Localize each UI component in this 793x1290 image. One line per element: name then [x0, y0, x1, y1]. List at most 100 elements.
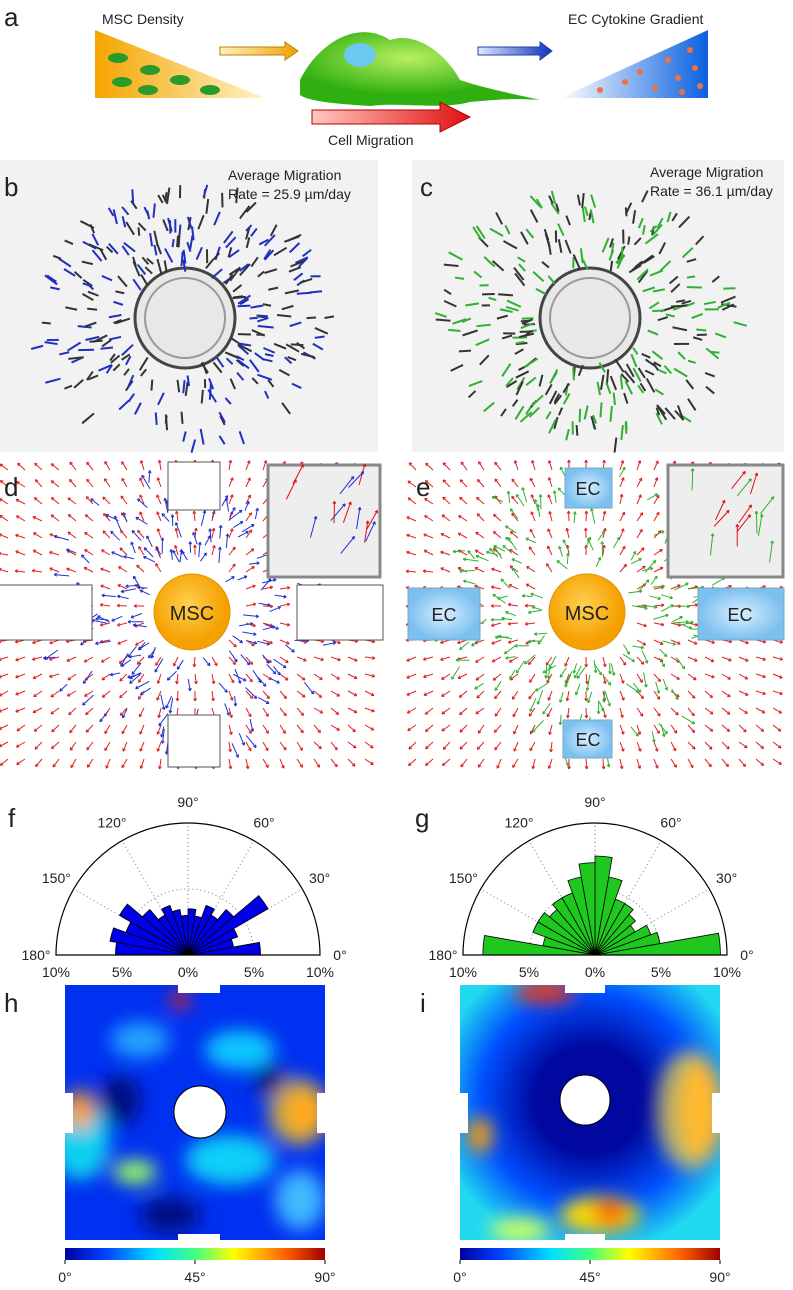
vector — [202, 657, 211, 667]
cell-track — [545, 411, 552, 420]
vector-head — [637, 731, 642, 735]
vector — [279, 758, 285, 769]
vector — [246, 640, 258, 644]
vector — [110, 672, 121, 676]
vector-head — [121, 730, 125, 735]
cell-track — [652, 223, 663, 236]
vector — [84, 549, 94, 556]
vector — [15, 534, 26, 539]
cell-track — [107, 207, 115, 217]
vector-head — [538, 494, 543, 498]
vector-head — [313, 516, 318, 520]
cell-track — [101, 339, 112, 348]
cell-track — [86, 282, 95, 291]
vector-head — [269, 640, 273, 645]
vector-head — [548, 510, 552, 515]
vector — [155, 656, 162, 666]
vector-head — [497, 634, 502, 639]
vector — [451, 666, 461, 680]
vector-head — [493, 545, 497, 550]
vector-head — [663, 653, 668, 658]
vector — [641, 650, 648, 664]
colorbar-ticks: 0° 45° 90° 0° 45° 90° — [58, 1260, 731, 1285]
cell-track — [296, 342, 306, 350]
cell-track — [152, 203, 156, 218]
cell-track — [435, 318, 451, 322]
vector-head — [281, 765, 285, 769]
vector — [176, 673, 179, 684]
vector — [15, 690, 26, 696]
vector-head — [512, 764, 516, 768]
vector-head — [300, 464, 304, 468]
vector-head — [423, 692, 427, 696]
vector — [229, 509, 243, 521]
vector — [157, 673, 162, 684]
vector-head — [139, 477, 143, 481]
vector-head — [101, 676, 105, 681]
cell-track — [632, 347, 639, 355]
vector-head — [33, 693, 37, 698]
vector-head — [146, 535, 150, 539]
vector — [101, 549, 111, 556]
vector-head — [35, 763, 39, 768]
vector-head — [33, 532, 37, 536]
cell-track — [501, 334, 513, 340]
cell-track — [281, 304, 294, 311]
vector — [721, 673, 731, 680]
vector — [174, 545, 179, 556]
vector — [219, 525, 222, 539]
vector-head — [640, 661, 645, 665]
vector — [670, 707, 679, 716]
vector-head — [104, 730, 108, 735]
vector — [120, 530, 128, 539]
vector-head — [119, 694, 123, 699]
vector-head — [494, 635, 499, 640]
panel-label: b — [4, 172, 18, 202]
cell-track — [289, 321, 302, 328]
vector — [228, 656, 236, 665]
vector-head — [728, 657, 732, 662]
vector — [526, 566, 536, 573]
vector-head — [660, 603, 665, 608]
vector — [755, 673, 766, 678]
vector — [102, 496, 111, 505]
cell-track — [224, 273, 234, 285]
vector — [330, 690, 340, 697]
vector-head — [779, 640, 784, 644]
vector-head — [82, 680, 87, 684]
vector-head — [567, 766, 571, 770]
cell-track — [245, 201, 257, 213]
vector-head — [15, 498, 20, 503]
cell-track — [653, 361, 662, 368]
vector-head — [748, 504, 752, 508]
cell-track — [239, 205, 251, 220]
cell-track — [251, 377, 259, 385]
vector — [296, 673, 306, 681]
vector — [631, 558, 642, 565]
vector-head — [0, 726, 2, 730]
vector — [313, 707, 323, 714]
vector — [175, 511, 179, 522]
vector-head — [504, 525, 509, 529]
vector — [405, 570, 417, 573]
vector — [498, 635, 513, 640]
vector-head — [218, 525, 223, 529]
vector — [548, 460, 553, 471]
vector — [194, 528, 197, 539]
vector-head — [59, 688, 63, 692]
r-tick-label: 10% — [713, 964, 741, 980]
vector — [0, 480, 9, 488]
cell-track — [557, 239, 563, 253]
vector-head — [491, 641, 495, 645]
cell-track — [695, 235, 705, 246]
cell-track — [483, 256, 496, 268]
wedge — [594, 924, 652, 956]
vector — [585, 707, 588, 719]
wedge — [118, 903, 189, 956]
vector-head — [565, 697, 570, 702]
vector — [161, 726, 165, 738]
cell-track — [164, 414, 169, 431]
vector — [408, 741, 417, 750]
vector-head — [225, 533, 230, 537]
vector — [590, 508, 596, 524]
